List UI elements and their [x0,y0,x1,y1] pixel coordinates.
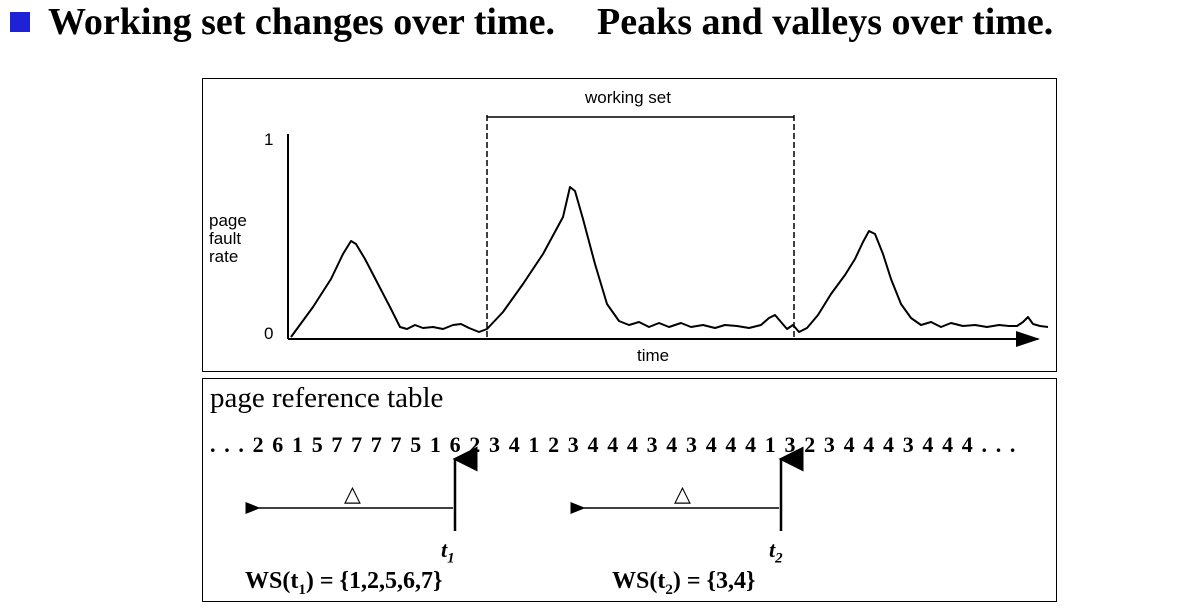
table-heading: page reference table [210,382,444,414]
y-label-line-3: rate [209,247,239,266]
working-set-label: working set [585,88,671,107]
page-fault-rate-curve [290,186,1049,338]
delta-1-icon: △ [344,481,361,506]
title-part-2: Peaks and valleys over time. [596,1,1054,43]
t2-label: t2 [769,537,783,567]
slide-title: Working set changes over time. Peaks and… [10,0,1053,44]
ws-t1-subscript: 1 [298,581,306,598]
bullet-square-icon [10,12,30,32]
y-axis-label: page fault rate [209,212,247,266]
ws-t1-prefix: WS(t [245,568,299,594]
page-fault-graph: page fault rate 1 0 time working set [202,78,1057,372]
reference-table-svg [245,446,804,531]
y-tick-0: 0 [264,324,274,343]
page-fault-graph-svg [287,115,1049,347]
t1-letter: t [441,537,448,562]
y-label-line-2: fault [209,229,242,248]
t2-subscript: 2 [775,550,783,567]
x-axis-label: time [637,346,670,365]
y-label-line-1: page [209,211,247,230]
ws-t2-subscript: 2 [665,581,673,598]
title-part-1: Working set changes over time. [48,1,555,43]
ws-t2-label: WS(t2) = {3,4} [612,568,755,599]
t1-label: t1 [441,537,455,567]
ws-t2-set: ) = {3,4} [672,568,756,594]
ws-t1-set: ) = {1,2,5,6,7} [305,568,443,594]
t2-letter: t [769,537,776,562]
ws-t2-prefix: WS(t [612,568,666,594]
t1-subscript: 1 [447,550,455,567]
ws-t1-label: WS(t1) = {1,2,5,6,7} [245,568,442,599]
reference-sequence: . . . 2 6 1 5 7 7 7 7 5 1 6 2 3 4 1 2 3 … [210,432,1017,457]
page-reference-table: page reference table . . . 2 6 1 5 7 7 7… [202,378,1057,602]
y-tick-1: 1 [264,130,274,149]
delta-2-icon: △ [674,481,691,506]
